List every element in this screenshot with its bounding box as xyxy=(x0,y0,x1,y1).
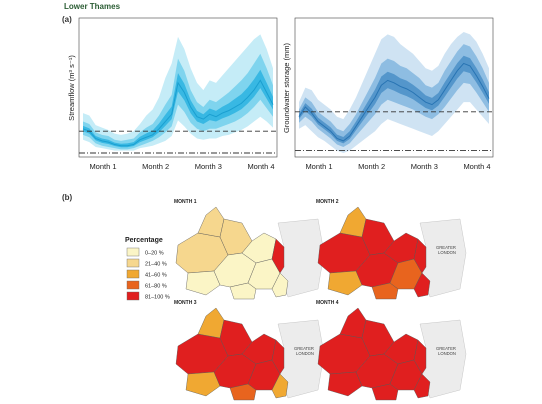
catchment-region xyxy=(185,270,221,296)
streamflow-ylabel: Streamflow (m³ s⁻¹) xyxy=(67,55,76,121)
legend-label: 0–20 % xyxy=(145,251,164,257)
x-tick-label: Month 4 xyxy=(463,162,490,171)
map-title: MONTH 4 xyxy=(316,300,339,306)
groundwater-frame xyxy=(294,17,494,158)
percentage-legend: Percentage 0–20 % 21–40 % 41–60 % 61–80 % 81… xyxy=(125,237,170,301)
catchment-region xyxy=(271,339,285,375)
map-title: MONTH 3 xyxy=(174,300,197,306)
catchment-region xyxy=(413,373,431,399)
greater-london-label: LONDON xyxy=(438,351,456,356)
legend-swatch xyxy=(126,291,140,301)
panel-b-label: (b) xyxy=(62,193,73,202)
legend-swatch xyxy=(126,258,140,268)
catchment-region xyxy=(339,307,367,339)
legend-title: Percentage xyxy=(125,237,163,244)
catchment-region xyxy=(413,339,427,375)
x-tick-label: Month 2 xyxy=(142,162,169,171)
panel-a-label: (a) xyxy=(62,15,72,24)
greater-london-label: LONDON xyxy=(438,250,456,255)
legend-label: 21–40 % xyxy=(145,262,167,268)
figure-title: Lower Thames xyxy=(64,2,121,11)
median-line xyxy=(82,79,274,147)
x-tick-label: Month 4 xyxy=(247,162,274,171)
legend-label: 81–100 % xyxy=(145,295,170,301)
catchment-region xyxy=(339,206,367,238)
uncertainty-band-1 xyxy=(299,44,489,147)
catchment-region xyxy=(371,282,399,300)
x-tick-label: Month 1 xyxy=(305,162,332,171)
greater-london-label: GREATER xyxy=(294,346,314,351)
catchment-region xyxy=(371,383,399,401)
streamflow-frame xyxy=(78,17,278,158)
catchment-region xyxy=(413,238,427,274)
x-tick-label: Month 3 xyxy=(411,162,438,171)
streamflow-chart: Streamflow (m³ s⁻¹) Month 1 Month 2 Month … xyxy=(67,17,278,171)
median-line xyxy=(298,62,490,142)
catchment-region xyxy=(229,282,257,300)
groundwater-chart: Groundwater storage (mm) Month 1 Month 2 M… xyxy=(282,17,494,171)
greater-london-label: GREATER xyxy=(436,245,456,250)
catchment-region xyxy=(197,206,225,238)
catchment-region xyxy=(271,238,285,274)
map-month-1: MONTH 1 xyxy=(174,199,325,300)
legend-swatch xyxy=(126,269,140,279)
map-title: MONTH 2 xyxy=(316,199,339,205)
core-band xyxy=(299,55,489,144)
x-tick-label: Month 2 xyxy=(358,162,385,171)
legend-label: 61–80 % xyxy=(145,284,167,290)
catchment-region xyxy=(185,371,221,397)
legend-swatch xyxy=(126,247,140,257)
greater-london-label: LONDON xyxy=(296,351,314,356)
legend-label: 41–60 % xyxy=(145,273,167,279)
catchment-region xyxy=(327,270,363,296)
catchment-region xyxy=(271,272,289,298)
groundwater-ylabel: Groundwater storage (mm) xyxy=(282,42,291,133)
x-tick-label: Month 3 xyxy=(195,162,222,171)
greater-london-label: GREATER xyxy=(436,346,456,351)
catchment-region xyxy=(413,272,431,298)
x-tick-label: Month 1 xyxy=(89,162,116,171)
legend-swatch xyxy=(126,280,140,290)
catchment-region xyxy=(271,373,289,399)
map-title: MONTH 1 xyxy=(174,199,197,205)
catchment-region xyxy=(197,307,225,339)
catchment-region xyxy=(327,371,363,397)
catchment-region xyxy=(229,383,257,401)
uncertainty-band-1 xyxy=(83,53,273,150)
